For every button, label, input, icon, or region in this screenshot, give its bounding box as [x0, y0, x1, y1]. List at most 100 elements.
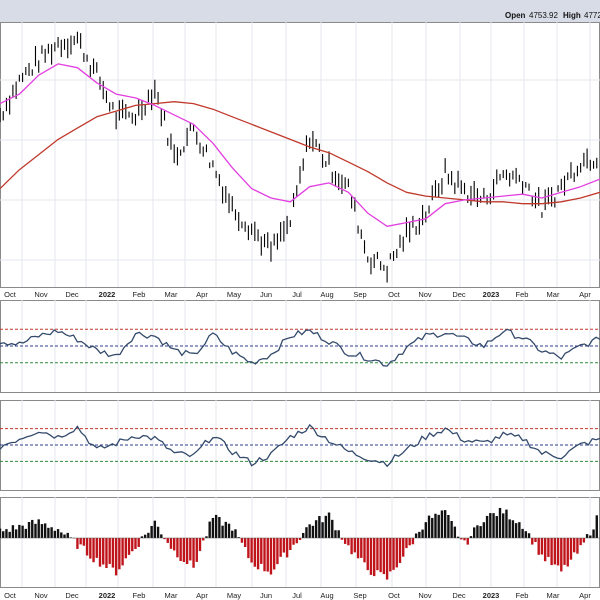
- histogram-bar: [376, 538, 379, 571]
- histogram-bar: [227, 523, 231, 538]
- histogram-bar: [563, 538, 566, 565]
- histogram-bar: [572, 538, 576, 553]
- histogram-bar: [589, 535, 592, 538]
- histogram-bar: [482, 522, 486, 538]
- histogram-bar: [534, 538, 537, 543]
- histogram-bar: [508, 519, 511, 538]
- histogram-bar: [134, 538, 137, 549]
- histogram-bar: [37, 519, 40, 538]
- histogram-bar: [282, 538, 286, 553]
- histogram-bar: [105, 538, 108, 568]
- histogram-bar: [131, 538, 134, 552]
- histogram-bar: [60, 532, 63, 538]
- histogram-bar: [189, 538, 192, 561]
- indicator-line-1: [0, 328, 600, 367]
- histogram-bar: [27, 521, 31, 538]
- histogram-bar: [124, 538, 128, 559]
- histogram-bar: [160, 534, 163, 538]
- x-tick-label-hist-3: 2022: [99, 591, 116, 600]
- histogram-bar: [350, 538, 353, 555]
- histogram-bar: [179, 538, 182, 562]
- x-tick-label-price-4: Feb: [133, 290, 146, 299]
- histogram-bar: [540, 538, 544, 555]
- histogram-bar: [192, 538, 195, 568]
- histogram-bar: [337, 530, 340, 538]
- histogram-bar: [153, 520, 157, 538]
- x-tick-label-hist-8: Jun: [260, 591, 272, 600]
- x-tick-label-hist-1: Nov: [34, 591, 48, 600]
- histogram-bar: [389, 538, 392, 572]
- histogram-bar: [560, 538, 563, 572]
- histogram-bar: [205, 536, 208, 538]
- histogram-bar: [79, 538, 82, 545]
- histogram-bar: [527, 533, 531, 538]
- histogram-bar: [543, 538, 547, 562]
- histogram-bar: [195, 538, 198, 562]
- histogram-bar: [524, 531, 528, 538]
- histogram-bar: [498, 507, 502, 538]
- histogram-bar: [569, 538, 573, 560]
- histogram-bar: [369, 538, 373, 575]
- histogram-bar: [511, 520, 515, 538]
- x-tick-label-hist-10: Aug: [320, 591, 333, 600]
- histogram-bar: [295, 538, 298, 544]
- histogram-bar: [505, 509, 508, 538]
- histogram-bar: [211, 517, 215, 538]
- histogram-bar: [43, 523, 47, 538]
- histogram-bar: [11, 525, 15, 538]
- histogram-bar: [450, 520, 453, 538]
- high-value: 4772: [584, 11, 600, 20]
- histogram-bar: [318, 516, 321, 538]
- histogram-bar: [456, 536, 460, 538]
- x-tick-label-hist-0: Oct: [4, 591, 17, 600]
- histogram-bar: [579, 538, 582, 546]
- histogram-bar: [582, 538, 586, 543]
- histogram-bar: [147, 532, 150, 538]
- histogram-bar: [334, 530, 337, 538]
- histogram-bar: [431, 517, 434, 538]
- histogram-bar: [405, 538, 408, 549]
- histogram-bar: [314, 520, 318, 538]
- histogram-bar: [53, 530, 57, 538]
- histogram-bar: [182, 538, 186, 562]
- x-tick-label-price-2: Dec: [65, 290, 79, 299]
- histogram-bar: [108, 538, 111, 564]
- histogram-bar: [114, 538, 118, 576]
- histogram-bar: [489, 513, 492, 538]
- histogram-bar: [166, 538, 169, 543]
- histogram-bar: [537, 538, 540, 555]
- histogram-bar: [360, 538, 363, 558]
- panel-price: [0, 22, 600, 288]
- histogram-bar: [237, 537, 240, 538]
- histogram-bar: [547, 538, 550, 557]
- histogram-bar: [395, 538, 398, 568]
- x-tick-label-hist-16: Feb: [516, 591, 529, 600]
- histogram-bar: [485, 515, 489, 538]
- histogram-bar: [18, 524, 21, 538]
- histogram-bar: [385, 538, 389, 580]
- x-tick-label-hist-18: Apr: [579, 591, 591, 600]
- x-tick-label-price-13: Nov: [418, 290, 432, 299]
- histogram-bar: [98, 538, 102, 567]
- x-tick-label-price-0: Oct: [4, 290, 17, 299]
- histogram-bar: [231, 530, 234, 538]
- x-tick-label-price-1: Nov: [34, 290, 48, 299]
- histogram-bar: [240, 538, 244, 543]
- histogram-bar: [24, 528, 28, 538]
- histogram-bar: [208, 521, 211, 538]
- histogram-bar: [260, 538, 263, 564]
- histogram-bar: [585, 534, 589, 538]
- histogram-bar: [127, 538, 131, 555]
- histogram-bar: [163, 538, 166, 540]
- histogram-bar: [266, 538, 269, 572]
- histogram-bar: [372, 538, 376, 577]
- histogram-bar: [324, 515, 328, 538]
- x-tick-label-price-14: Dec: [452, 290, 466, 299]
- histogram-bar: [424, 522, 428, 538]
- histogram-bar: [198, 538, 202, 551]
- histogram-bar: [331, 519, 334, 538]
- histogram-bar: [121, 538, 124, 566]
- histogram-bar: [34, 523, 37, 538]
